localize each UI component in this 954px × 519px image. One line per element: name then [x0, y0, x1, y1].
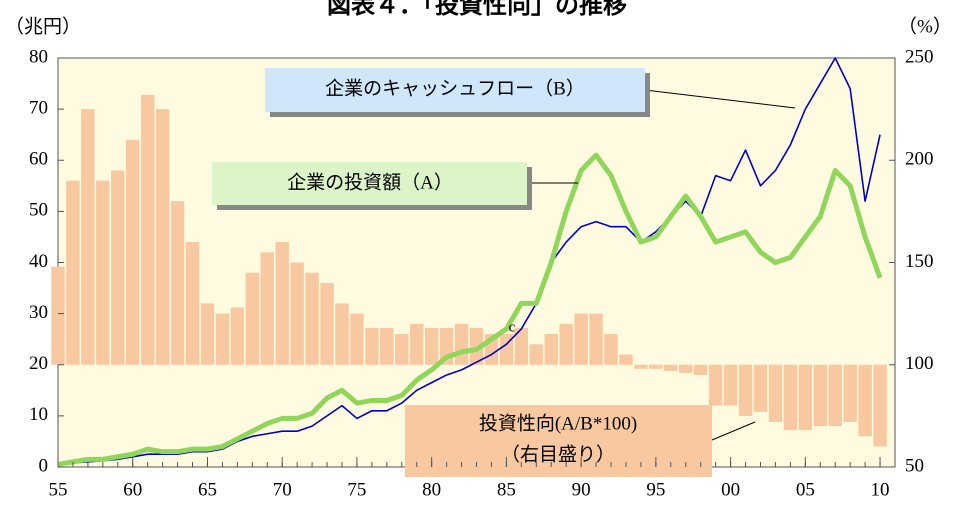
y-tick-label: 40: [29, 251, 48, 272]
x-tick-label: 10: [871, 479, 890, 500]
bar: [81, 109, 95, 365]
annotation: c: [509, 319, 516, 335]
bar: [574, 313, 588, 365]
x-tick-label: 95: [646, 479, 665, 500]
annotation: 企業のキャッシュフロー（B）: [325, 77, 585, 99]
x-tick-label: 70: [273, 479, 292, 500]
line-series: [57, 152, 883, 467]
annotation: （右目盛り）: [501, 443, 615, 465]
bar: [514, 327, 529, 365]
bar: [798, 364, 813, 431]
bar: [634, 364, 648, 369]
y2-tick-label: 200: [905, 149, 934, 170]
bar: [843, 364, 857, 423]
bar: [111, 170, 125, 365]
y-tick-label: 70: [29, 97, 48, 118]
bar: [604, 334, 618, 365]
bar: [215, 313, 230, 365]
bar: [395, 334, 409, 365]
y-tick-label: 30: [29, 302, 48, 323]
bar: [454, 323, 469, 365]
x-tick-label: 65: [198, 479, 217, 500]
x-tick-label: 00: [721, 479, 740, 500]
y-tick-label: 50: [29, 200, 48, 221]
bar: [649, 364, 663, 369]
y-tick-label: 20: [29, 353, 48, 374]
bar: [126, 139, 140, 365]
bar: [66, 180, 80, 365]
leader-line: [711, 421, 756, 441]
bar: [200, 303, 215, 365]
bar: [693, 364, 708, 375]
x-tick-label: 55: [49, 479, 68, 500]
bar: [185, 242, 200, 365]
y-tick-label: 80: [29, 46, 48, 67]
lines: [57, 57, 883, 467]
x-tick-label: 85: [497, 479, 516, 500]
bar: [275, 242, 289, 365]
x-tick-label: 90: [572, 479, 591, 500]
bar: [664, 364, 678, 371]
annotation: 投資性向(A/B*100): [479, 412, 637, 434]
y2-axis-label: （%）: [898, 15, 952, 37]
bars: [51, 94, 887, 447]
annotation-box: [265, 68, 645, 112]
bar: [409, 323, 424, 365]
chart-title: 図表４．「投資性向」の推移: [327, 0, 627, 19]
bar: [559, 323, 573, 365]
bar: [619, 354, 633, 365]
bar: [170, 201, 185, 365]
bar: [320, 282, 334, 365]
bar: [155, 109, 170, 365]
bar: [335, 303, 349, 365]
y2-tick-label: 100: [905, 353, 934, 374]
bar: [813, 364, 827, 427]
bar: [529, 344, 544, 365]
y-tick-label: 60: [29, 149, 48, 170]
bar: [350, 313, 364, 365]
bar: [723, 364, 738, 406]
bar: [51, 266, 65, 365]
x-tick-label: 05: [796, 479, 815, 500]
bar: [679, 364, 693, 373]
bar: [245, 272, 260, 365]
annotation-box: [405, 405, 712, 477]
bar: [140, 94, 155, 365]
bar: [424, 327, 439, 365]
y2-tick-label: 150: [905, 251, 934, 272]
bar: [230, 307, 245, 365]
bar: [873, 364, 887, 447]
y-tick-label: 10: [29, 404, 48, 425]
y-axis-label: （兆円）: [5, 15, 81, 37]
bar: [738, 364, 753, 416]
bar: [858, 364, 872, 437]
bar: [365, 327, 379, 365]
annotation: 企業の投資額（A）: [287, 171, 453, 193]
bar: [305, 272, 319, 365]
annotation-box: [212, 162, 527, 205]
annotations: 企業のキャッシュフロー（B） 企業の投資額（A） 投資性向(A/B*100) （…: [212, 68, 796, 477]
bar: [290, 262, 304, 365]
x-tick-label: 75: [347, 479, 366, 500]
leader-line: [644, 89, 796, 109]
y2-tick-label: 250: [905, 46, 934, 67]
bar: [380, 327, 394, 365]
bar: [783, 364, 798, 431]
line-series: [57, 57, 881, 466]
bar: [96, 180, 110, 365]
bar: [469, 327, 484, 365]
bar: [708, 364, 723, 406]
bar: [544, 334, 558, 365]
bar: [260, 252, 274, 365]
bar: [768, 364, 783, 423]
y2-tick-label: 50: [905, 455, 924, 476]
x-tick-label: 60: [123, 479, 142, 500]
bar: [753, 364, 768, 412]
x-tick-label: 80: [422, 479, 441, 500]
bar: [589, 313, 603, 365]
bar: [828, 364, 842, 427]
y-tick-label: 0: [39, 455, 49, 476]
